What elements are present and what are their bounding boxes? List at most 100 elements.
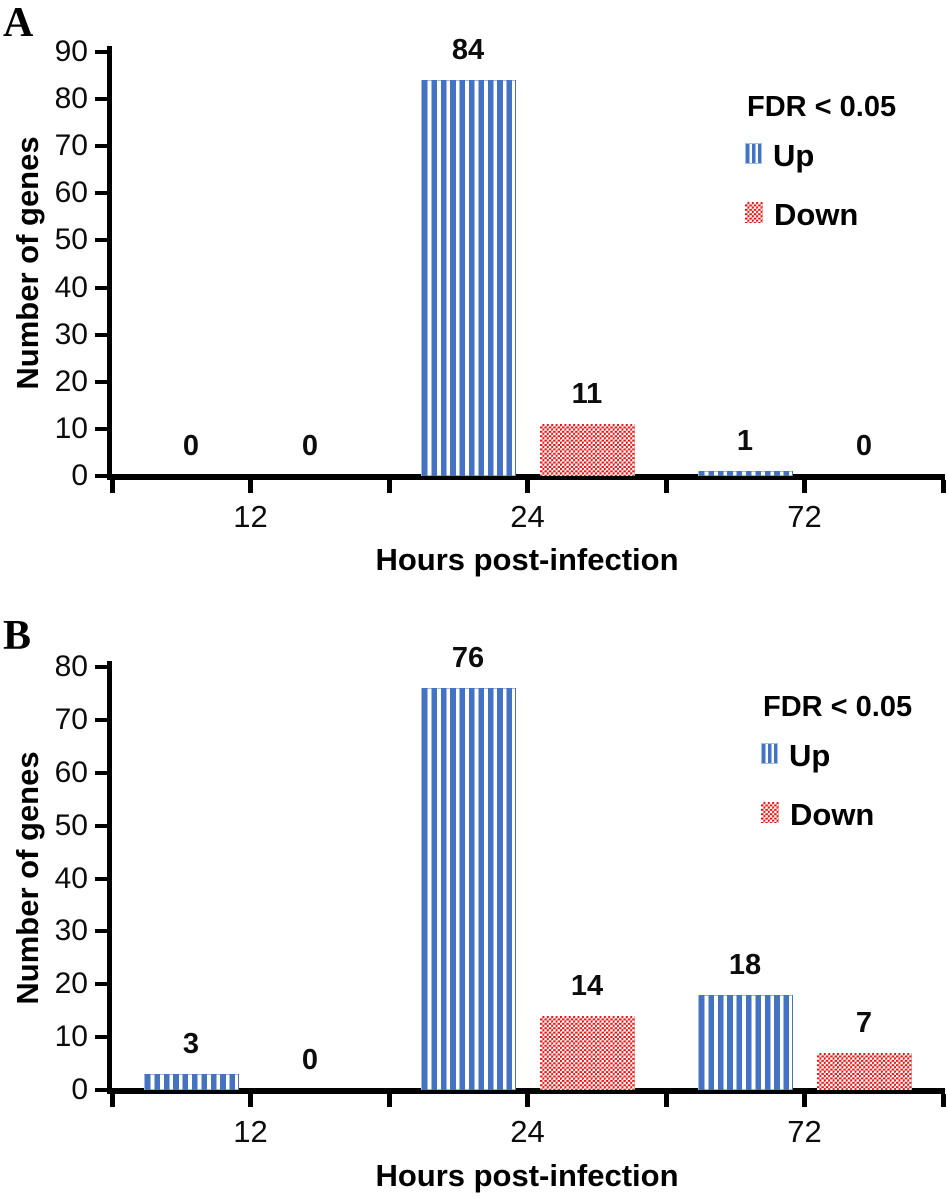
legend-down-label: Down [774,197,859,232]
y-tick [95,823,107,828]
y-tick-label: 20 [54,364,88,398]
y-axis-title: Number of genes [10,136,45,390]
x-category-label: 72 [787,1114,822,1149]
data-label-down-24: 11 [571,378,603,411]
y-tick [95,1088,107,1092]
bar-up-12 [143,1074,239,1090]
y-axis-line [107,46,112,480]
y-tick-label: 50 [54,223,88,257]
x-tick [248,480,253,493]
panel-letter-b: B [3,613,32,659]
x-category-label: 12 [233,1114,268,1149]
data-label-up-72: 1 [736,425,754,458]
y-tick [95,426,107,431]
x-category-label: 12 [233,499,268,534]
x-category-label: 24 [510,499,545,534]
y-tick-label: 20 [54,967,88,1001]
data-label-down-12: 0 [301,430,319,462]
y-tick [95,191,107,196]
bar-down-24 [539,1015,635,1090]
data-label-down-24: 14 [570,969,604,1002]
x-tick [386,1094,392,1107]
x-tick [940,480,946,493]
legend-down-swatch [745,202,763,223]
x-category-label: 72 [787,499,822,534]
y-tick [95,285,107,290]
bar-up-72 [697,994,793,1090]
x-tick [940,1094,946,1107]
y-tick-label: 70 [54,702,88,736]
bar-down-72 [816,1052,912,1090]
bar-up-24 [420,80,516,476]
x-axis-title: Hours post-infection [375,542,679,577]
bar-down-24 [539,424,635,476]
y-tick-label: 90 [54,35,88,68]
y-tick-label: 0 [71,1073,88,1106]
x-tick [109,1094,115,1107]
panel-letter-a: A [3,0,34,46]
y-tick-label: 40 [54,270,88,304]
y-tick [95,144,107,149]
legend-title: FDR < 0.05 [763,691,913,723]
y-tick-label: 70 [54,129,88,163]
legend-title: FDR < 0.05 [747,91,897,123]
panel-b: B 80 70 60 50 40 30 20 10 0 12 3 0 24 76 14 72 18 7 Number… [0,600,948,1199]
legend-up-swatch [745,143,762,164]
x-axis-line [107,474,945,480]
legend-down-swatch [761,802,779,823]
data-label-up-12: 3 [182,1028,200,1061]
legend-up-swatch [761,743,778,764]
y-tick [95,717,107,722]
y-tick-label: 0 [71,459,88,492]
bar-up-72 [697,471,793,476]
y-tick-label: 30 [54,914,88,948]
y-axis-line [107,661,112,1094]
y-tick [95,1035,107,1040]
data-label-up-24: 76 [451,642,485,675]
y-tick-label: 30 [54,317,88,351]
y-tick [95,665,107,669]
y-tick-label: 10 [54,411,88,445]
x-tick [248,1094,253,1107]
y-tick [95,474,107,478]
data-label-up-12: 0 [182,430,200,462]
x-tick [663,480,669,493]
y-tick [95,332,107,337]
y-tick-label: 60 [54,176,88,210]
y-tick-label: 40 [54,861,88,895]
y-tick-label: 50 [54,808,88,842]
legend-down-label: Down [790,797,875,832]
y-axis-title: Number of genes [10,750,45,1005]
y-tick [95,876,107,881]
data-label-down-72: 7 [855,1006,873,1039]
x-tick [663,1094,669,1107]
y-tick [95,50,107,54]
y-tick-label: 80 [54,650,88,683]
x-tick [109,480,115,493]
y-tick [95,770,107,775]
legend-up-label: Up [773,138,815,173]
y-tick-label: 10 [54,1020,88,1054]
x-category-label: 24 [510,1114,545,1149]
x-tick [802,1094,807,1107]
data-label-down-72: 0 [855,430,873,462]
x-tick [525,480,530,493]
y-tick-label: 80 [54,82,88,116]
bar-up-24 [420,688,516,1090]
x-tick [386,480,392,493]
y-tick [95,238,107,243]
y-tick-label: 60 [54,755,88,789]
legend-up-label: Up [789,738,831,773]
data-label-up-72: 18 [728,948,762,981]
x-axis-line [107,1088,945,1094]
y-tick [95,982,107,987]
y-tick [95,379,107,384]
x-tick [525,1094,530,1107]
data-label-down-12: 0 [301,1044,319,1076]
panel-a: A 90 80 70 60 50 40 30 20 10 0 12 0 0 24 84 11 72 1 0 Numbe… [3,0,946,577]
x-axis-title: Hours post-infection [375,1158,679,1193]
y-tick [95,97,107,102]
y-tick [95,929,107,934]
x-tick [802,480,807,493]
